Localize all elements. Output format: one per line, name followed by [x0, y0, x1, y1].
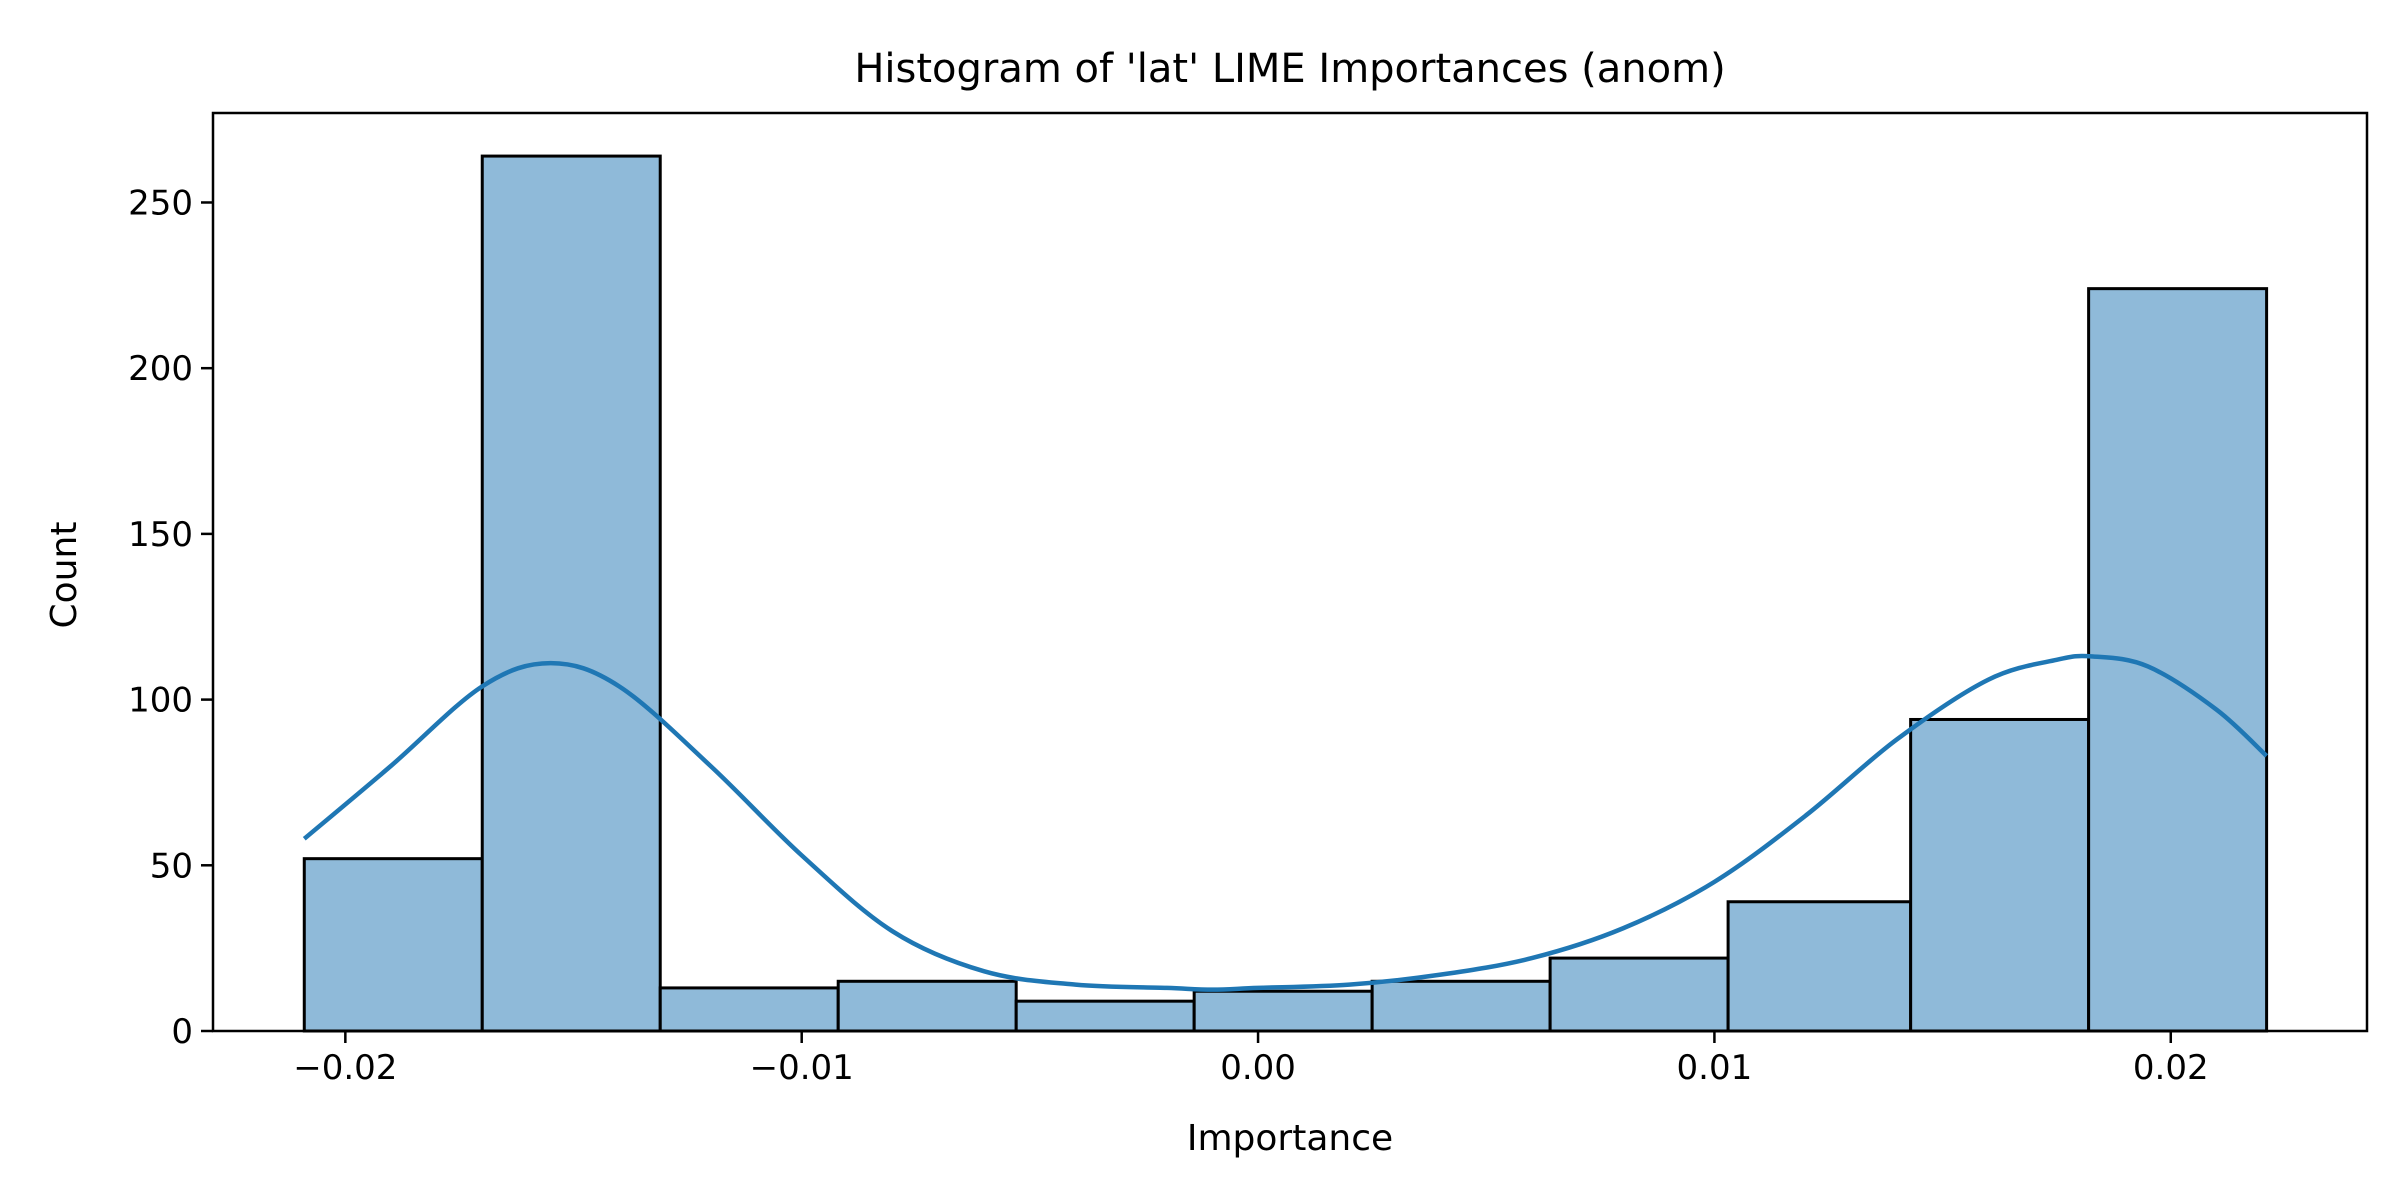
y-tick-label: 250 [128, 183, 193, 223]
histogram-bar [836, 979, 1018, 1033]
x-tick-label: −0.01 [750, 1048, 854, 1088]
x-tick-label: 0.01 [1677, 1048, 1753, 1088]
y-tick-label: 50 [150, 846, 193, 886]
kde-line [302, 653, 2269, 992]
y-tick-label: 0 [171, 1012, 193, 1052]
y-tick-label: 150 [128, 515, 193, 555]
histogram-bar [1548, 956, 1730, 1033]
x-axis: −0.02 −0.01 0.00 0.01 0.02 [293, 1031, 2209, 1088]
histogram-bar [302, 857, 484, 1033]
bars-layer [302, 154, 2269, 1033]
x-axis-label: Importance [1187, 1118, 1393, 1159]
y-tick-label: 100 [128, 681, 193, 721]
chart-title: Histogram of 'lat' LIME Importances (ano… [854, 46, 1725, 92]
histogram-bar [1726, 900, 1913, 1033]
plot-area-frame [211, 111, 2369, 1033]
y-axis-label: Count [44, 522, 85, 629]
histogram-bar [1370, 979, 1552, 1033]
y-axis: 0 50 100 150 200 250 [128, 183, 213, 1052]
histogram-bar [658, 986, 840, 1033]
x-tick-label: 0.00 [1220, 1048, 1296, 1088]
histogram-bar [1192, 989, 1374, 1033]
histogram-bar [480, 154, 662, 1033]
x-tick-label: 0.02 [2133, 1048, 2209, 1088]
y-tick-label: 200 [128, 349, 193, 389]
histogram-bar [1014, 999, 1196, 1033]
histogram-bar [1909, 717, 2091, 1033]
x-tick-label: −0.02 [293, 1048, 397, 1088]
